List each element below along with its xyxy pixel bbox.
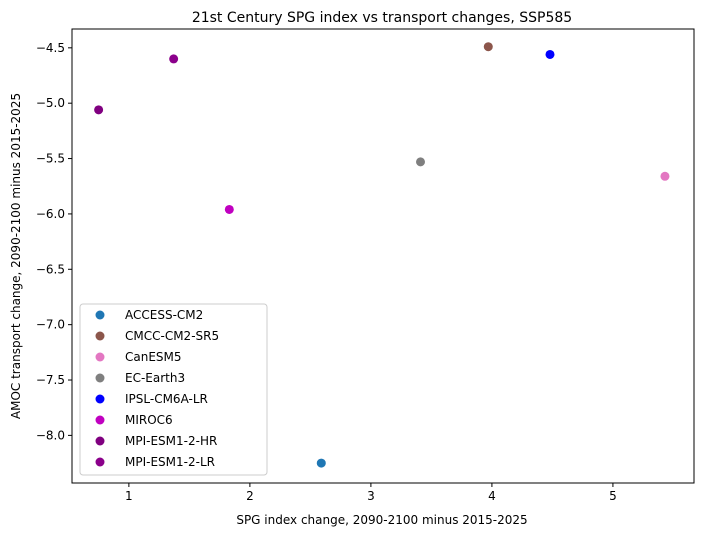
x-axis: 1 2 3 4 5 (125, 483, 617, 503)
data-point (169, 54, 179, 64)
legend-box (79, 303, 268, 476)
x-tick-label: 4 (488, 489, 496, 503)
legend-marker (95, 352, 105, 362)
y-tick-label: −5.0 (36, 96, 65, 110)
x-tick-label: 2 (246, 489, 254, 503)
data-point (416, 157, 426, 167)
y-tick-label: −7.5 (36, 373, 65, 387)
y-axis: −8.0 −7.5 −7.0 −6.5 −6.0 −5.5 −5.0 −4.5 (36, 41, 72, 442)
legend-marker (95, 457, 105, 467)
legend-marker (95, 310, 105, 320)
legend-label: CMCC-CM2-SR5 (125, 329, 219, 343)
legend-label: MPI-ESM1-2-LR (125, 455, 215, 469)
legend-label: IPSL-CM6A-LR (125, 392, 208, 406)
y-tick-label: −8.0 (36, 428, 65, 442)
legend-label: MPI-ESM1-2-HR (125, 434, 217, 448)
data-point (316, 458, 326, 468)
data-point (660, 171, 670, 181)
x-tick-label: 3 (367, 489, 375, 503)
data-point (224, 204, 234, 214)
y-tick-label: −6.0 (36, 207, 65, 221)
x-axis-label: SPG index change, 2090-2100 minus 2015-2… (236, 513, 527, 527)
legend-marker (95, 373, 105, 383)
y-tick-label: −7.0 (36, 318, 65, 332)
data-point (545, 49, 555, 59)
y-tick-label: −4.5 (36, 41, 65, 55)
legend-label: EC-Earth3 (125, 371, 185, 385)
x-tick-label: 5 (609, 489, 617, 503)
legend-marker (95, 394, 105, 404)
chart-title: 21st Century SPG index vs transport chan… (192, 10, 572, 26)
legend-marker (95, 415, 105, 425)
data-point (483, 42, 493, 52)
legend-label: MIROC6 (125, 413, 173, 427)
legend-marker (95, 436, 105, 446)
legend-label: CanESM5 (125, 350, 182, 364)
legend: ACCESS-CM2 CMCC-CM2-SR5 CanESM5 EC-Earth3 IP… (79, 303, 268, 476)
legend-marker (95, 331, 105, 341)
y-tick-label: −6.5 (36, 262, 65, 276)
data-points (94, 42, 670, 468)
x-tick-label: 1 (125, 489, 133, 503)
data-point (94, 105, 104, 115)
legend-entries: ACCESS-CM2 CMCC-CM2-SR5 CanESM5 EC-Earth3 IP… (95, 308, 219, 469)
y-axis-label: AMOC transport change, 2090-2100 minus 2… (9, 93, 23, 419)
y-tick-label: −5.5 (36, 152, 65, 166)
legend-label: ACCESS-CM2 (125, 308, 203, 322)
